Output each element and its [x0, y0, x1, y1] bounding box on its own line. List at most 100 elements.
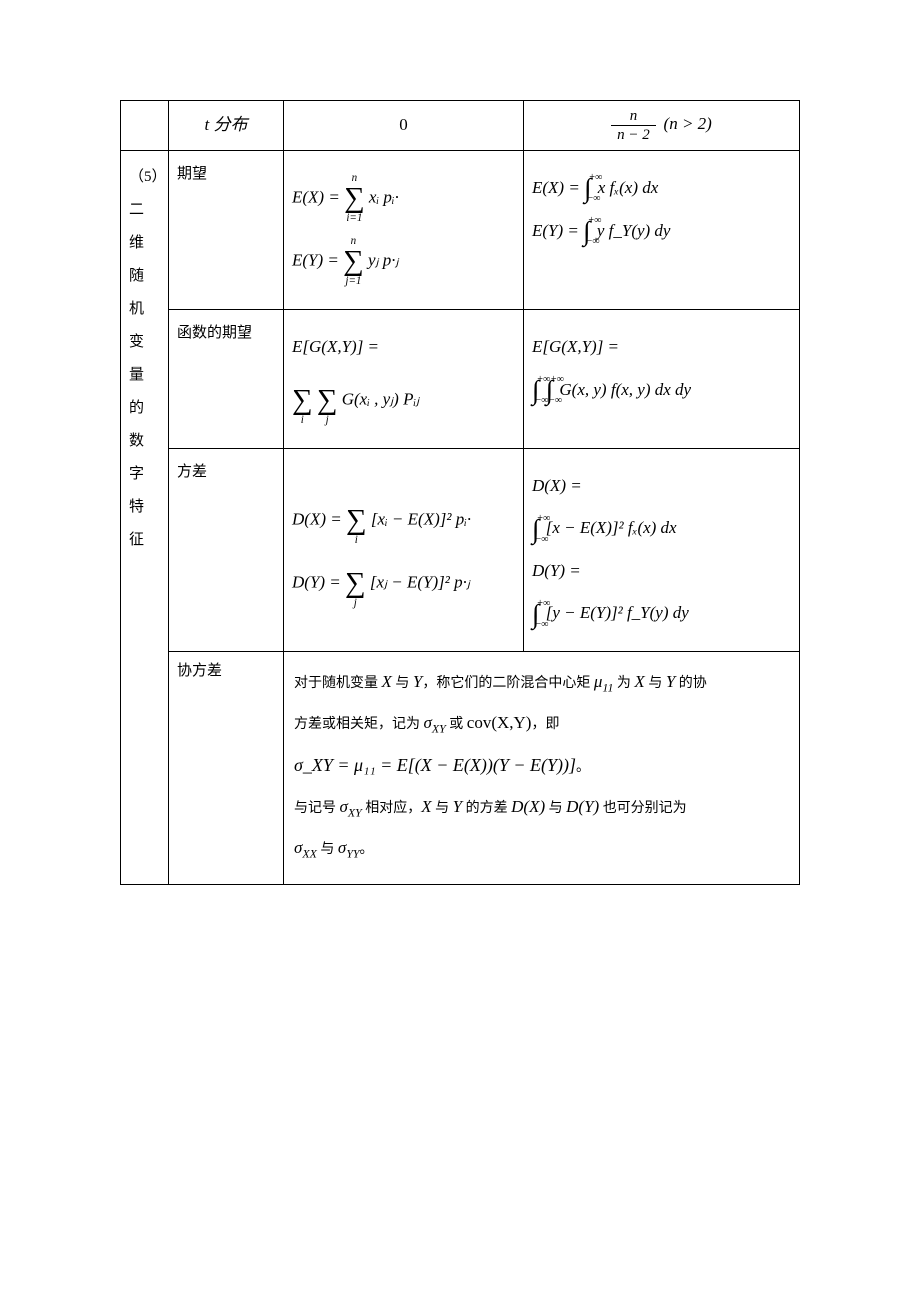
frac-num: n	[611, 107, 656, 126]
cov-t1b: 与	[392, 676, 413, 691]
cov-x: X	[382, 672, 392, 691]
header-tdist: t 分布	[169, 101, 284, 151]
int-top: +∞	[537, 599, 550, 609]
eg-body-c: G(x, y) f(x, y) dx dy	[559, 380, 691, 399]
cdy-term: [y − E(Y)]² f_Y(y) dy	[546, 603, 689, 622]
row-func-expectation: 函数的期望 E[G(X,Y)] = ∑ i ∑ j G(xᵢ , yⱼ) Pᵢⱼ…	[121, 310, 800, 449]
eg-lhs: E[G(X,Y)] =	[292, 332, 515, 363]
cov-t4b: 。	[360, 842, 374, 857]
side-l1: 二 维	[129, 194, 160, 260]
sigma-sub2: XY	[348, 805, 362, 819]
integral-icon: ∫ +∞ −∞	[532, 377, 539, 404]
cov-t2a: 方差或相关矩，记为	[294, 717, 424, 732]
eg-term: G(xᵢ , yⱼ) Pᵢⱼ	[342, 389, 419, 408]
side-l5: 字 特	[129, 458, 160, 524]
continuous-expectation: E(X) = ∫ +∞ −∞ x fₓ(x) dx E(Y) = ∫ +∞ −∞…	[524, 151, 800, 310]
sum-icon: ∑ j	[317, 375, 338, 426]
cov-t1f: 的协	[675, 676, 707, 691]
integral-icon: ∫ +∞ −∞	[584, 175, 591, 202]
n-over-n-2: n n − 2	[611, 107, 656, 144]
integral-icon: ∫ +∞ −∞	[532, 516, 539, 543]
dy-discrete: D(Y) = ∑ j [xⱼ − E(Y)]² p·ⱼ	[292, 558, 515, 609]
ey-discrete: E(Y) = n ∑ j=1 yⱼ p·ⱼ	[292, 236, 515, 287]
row-variance: 方差 D(X) = ∑ i [xᵢ − E(X)]² pᵢ· D(Y) = ∑ …	[121, 448, 800, 651]
side-l6: 征	[129, 524, 160, 557]
int-bot: −∞	[549, 396, 562, 406]
side-num: （5）	[129, 161, 160, 194]
ey-lhs: E(Y) =	[292, 250, 339, 269]
eg-rhs: ∑ i ∑ j G(xᵢ , yⱼ) Pᵢⱼ	[292, 375, 515, 426]
header-mean: 0	[284, 101, 524, 151]
row-expectation: （5） 二 维 随 机 变 量 的 数 字 特 征 期望 E(X) = n ∑ …	[121, 151, 800, 310]
cov-t1c: ，称它们的二阶混合中心矩	[422, 676, 594, 691]
label-variance: 方差	[169, 448, 284, 651]
sum-bot: i	[346, 535, 367, 546]
cdx-term: [x − E(X)]² fₓ(x) dx	[546, 518, 677, 537]
dy-term: [xⱼ − E(Y)]² p·ⱼ	[370, 572, 470, 591]
cov-y: Y	[413, 672, 422, 691]
cov-t1e: 与	[645, 676, 666, 691]
cov-t4a: 与	[317, 842, 338, 857]
dy-sym: D(Y)	[566, 797, 599, 816]
cov-equation: σ_XY = μ₁₁ = E[(X − E(X))(Y − E(Y))]	[294, 755, 576, 775]
int-bot: −∞	[535, 535, 548, 545]
side-label-cell: （5） 二 维 随 机 变 量 的 数 字 特 征	[121, 151, 169, 885]
cdy-lhs: D(Y) =	[532, 556, 791, 587]
row-covariance: 协方差 对于随机变量 X 与 Y，称它们的二阶混合中心矩 μ11 为 X 与 Y…	[121, 651, 800, 884]
ex-lhs: E(X) =	[292, 187, 340, 206]
int-top: +∞	[589, 173, 602, 183]
continuous-func-exp: E[G(X,Y)] = ∫ +∞ −∞ ∫ +∞ −∞ G(x, y) f(x,…	[524, 310, 800, 449]
cov-y3: Y	[453, 797, 462, 816]
sum-icon: ∑ i	[346, 495, 367, 546]
side-l3: 变 量	[129, 326, 160, 392]
int-top: +∞	[551, 375, 564, 385]
label-func-exp: 函数的期望	[169, 310, 284, 449]
dx-discrete: D(X) = ∑ i [xᵢ − E(X)]² pᵢ·	[292, 495, 515, 546]
cov-t1d: 为	[613, 676, 634, 691]
dx-sym: D(X)	[511, 797, 545, 816]
header-variance: n n − 2 (n > 2)	[524, 101, 800, 151]
page: t 分布 0 n n − 2 (n > 2) （5） 二 维 随 机 变 量 的…	[0, 0, 920, 885]
sum-bot: j	[345, 598, 366, 609]
frac-den: n − 2	[611, 126, 656, 144]
sigma-sym: σ	[424, 713, 432, 732]
sum-i: i	[292, 415, 313, 426]
dx-term: [xᵢ − E(X)]² pᵢ·	[371, 509, 471, 528]
mu-sub: 11	[602, 680, 613, 694]
ex-lhs-c: E(X) =	[532, 178, 584, 197]
sum-icon: n ∑ i=1	[344, 173, 365, 224]
label-covariance: 协方差	[169, 651, 284, 884]
sum-bot: j=1	[343, 276, 364, 287]
eg-lhs-c: E[G(X,Y)] =	[532, 332, 791, 363]
cov-fn: cov(X,Y)	[467, 713, 532, 732]
cdx-body: ∫ +∞ −∞ [x − E(X)]² fₓ(x) dx	[532, 513, 791, 544]
ey-term: yⱼ p·ⱼ	[368, 250, 399, 269]
header-blank	[121, 101, 169, 151]
side-l4: 的 数	[129, 392, 160, 458]
cov-t3f: 也可分别记为	[599, 801, 687, 816]
cov-eq-body: σ_XY = μ₁₁ = E[(X − E(X))(Y − E(Y))]	[294, 755, 576, 775]
cdy-body: ∫ +∞ −∞ [y − E(Y)]² f_Y(y) dy	[532, 598, 791, 629]
ey-continuous: E(Y) = ∫ +∞ −∞ y f_Y(y) dy	[532, 216, 791, 247]
cov-x2: X	[634, 672, 644, 691]
int-bot: −∞	[586, 237, 599, 247]
side-l2: 随 机	[129, 260, 160, 326]
cov-t2b: 或	[446, 717, 467, 732]
sum-icon: ∑ i	[292, 375, 313, 426]
integral-icon: ∫ +∞ −∞	[583, 218, 590, 245]
cov-t3a: 与记号	[294, 801, 340, 816]
discrete-func-exp: E[G(X,Y)] = ∑ i ∑ j G(xᵢ , yⱼ) Pᵢⱼ	[284, 310, 524, 449]
sigma-sub: XY	[432, 721, 446, 735]
sigma-yy-sub: YY	[346, 846, 359, 860]
ey-body-c: y f_Y(y) dy	[597, 221, 671, 240]
sigma-sym2: σ	[340, 797, 348, 816]
label-expectation: 期望	[169, 151, 284, 310]
cov-eq-period: 。	[576, 760, 590, 775]
int-top: +∞	[537, 514, 550, 524]
ey-lhs-c: E(Y) =	[532, 221, 583, 240]
integral-icon: ∫ +∞ −∞	[532, 601, 539, 628]
eg-rhs-c: ∫ +∞ −∞ ∫ +∞ −∞ G(x, y) f(x, y) dx dy	[532, 375, 791, 406]
var-condition: (n > 2)	[664, 114, 712, 133]
sigma-xx-sub: XX	[302, 846, 317, 860]
integral-icon: ∫ +∞ −∞	[546, 377, 553, 404]
